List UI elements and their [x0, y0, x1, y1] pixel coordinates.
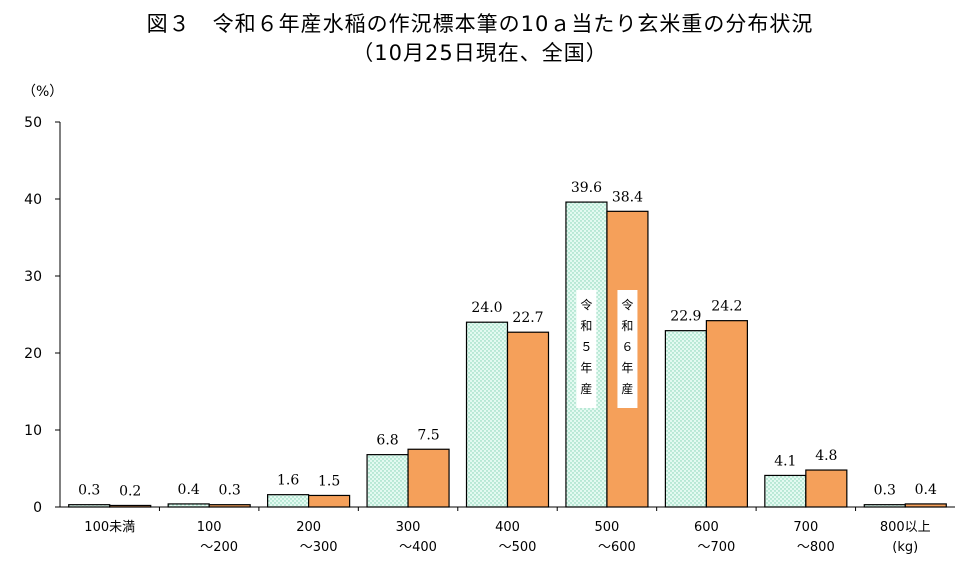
legend-reiwa6-char: 産: [621, 381, 633, 396]
data-label-reiwa6: 22.7: [512, 310, 543, 326]
chart-subtitle: （10月25日現在、全国）: [352, 41, 608, 65]
chart-title: 図３ 令和６年産水稲の作況標本筆の10ａ当たり玄米重の分布状況: [146, 12, 814, 36]
data-label-reiwa5: 0.3: [874, 483, 896, 499]
legend-reiwa6-char: 年: [621, 361, 633, 375]
bar-reiwa6: [506, 331, 550, 508]
y-tick-label: 20: [24, 346, 42, 362]
data-label-reiwa5: 6.8: [376, 433, 398, 449]
data-label-reiwa6: 1.5: [318, 473, 340, 489]
x-category-label: ～200: [200, 540, 238, 555]
x-category-label: 700: [793, 520, 818, 535]
data-label-reiwa6: 0.3: [219, 483, 241, 499]
bar-reiwa6: [705, 320, 748, 508]
y-tick-label: 40: [24, 192, 42, 208]
data-label-reiwa6: 38.4: [612, 189, 643, 205]
bar-reiwa5: [366, 454, 409, 508]
bar-reiwa5: [167, 503, 210, 508]
data-label-reiwa6: 0.2: [119, 483, 141, 499]
x-category-label: ～300: [300, 540, 338, 555]
bar-reiwa6: [805, 469, 848, 508]
bar-reiwa6: [904, 503, 947, 508]
y-tick-label: 30: [24, 269, 42, 285]
x-category-label: ～500: [499, 540, 537, 555]
data-label-reiwa5: 0.4: [178, 482, 200, 498]
data-label-reiwa6: 4.8: [815, 448, 837, 464]
data-label-reiwa6: 7.5: [417, 427, 439, 443]
data-label-reiwa5: 1.6: [277, 473, 299, 489]
x-category-label: 100未満: [84, 520, 135, 535]
y-tick-label: 0: [33, 500, 42, 516]
bar-reiwa6: [208, 504, 251, 508]
x-category-label: 100: [197, 520, 222, 535]
legend-reiwa6-char: 和: [621, 319, 633, 333]
bar-reiwa6: [308, 494, 351, 508]
data-label-reiwa6: 24.2: [711, 299, 742, 315]
legend-reiwa5-char: 令: [580, 297, 592, 312]
x-category-label: 600: [694, 520, 719, 535]
bar-reiwa6: [407, 448, 450, 508]
x-category-label: 500: [595, 520, 620, 535]
bar-reiwa5: [664, 330, 707, 508]
x-category-label: ～800: [797, 540, 835, 555]
legend-box: [576, 290, 597, 408]
bar-reiwa5: [465, 321, 509, 508]
data-label-reiwa6: 0.4: [915, 482, 937, 498]
x-category-label: 200: [296, 520, 321, 535]
legend-reiwa5-char: 産: [580, 381, 592, 396]
bar-reiwa5: [863, 504, 906, 508]
bar-reiwa5: [68, 504, 111, 508]
bar-reiwa5: [267, 494, 310, 508]
data-label-reiwa5: 39.6: [571, 180, 602, 196]
data-label-reiwa5: 4.1: [774, 453, 796, 469]
x-category-label: ～400: [399, 540, 437, 555]
legend-reiwa5-char: ５: [580, 340, 592, 354]
x-category-label: 400: [495, 520, 520, 535]
x-category-label: ～700: [697, 540, 735, 555]
data-label-reiwa5: 0.3: [78, 483, 100, 499]
y-tick-label: 10: [24, 423, 42, 439]
data-label-reiwa5: 24.0: [471, 300, 502, 316]
legend-reiwa6-char: 令: [621, 297, 633, 312]
bar-reiwa5: [764, 474, 807, 508]
legend-box: [617, 290, 638, 408]
x-category-label: ～600: [598, 540, 636, 555]
x-category-label: (kg): [892, 540, 918, 555]
y-tick-label: 50: [24, 115, 42, 131]
legend-reiwa5-char: 和: [580, 319, 592, 333]
x-category-label: 800以上: [880, 520, 931, 535]
data-label-reiwa5: 22.9: [670, 309, 701, 325]
legend-reiwa6-char: ６: [621, 340, 633, 354]
y-axis-unit: （%）: [22, 84, 63, 100]
legend-reiwa5-char: 年: [580, 361, 592, 375]
bar-reiwa6: [109, 504, 152, 508]
x-category-label: 300: [396, 520, 421, 535]
